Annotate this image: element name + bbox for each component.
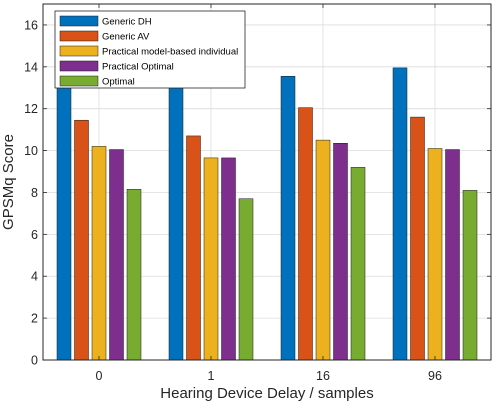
legend-swatch	[59, 15, 99, 27]
y-tick-label: 6	[31, 228, 38, 242]
y-tick-label: 14	[24, 60, 38, 74]
bar	[168, 68, 184, 361]
legend-swatch	[59, 60, 99, 72]
x-tick-label: 0	[96, 369, 103, 383]
bar	[427, 148, 443, 361]
x-tick-label: 16	[316, 369, 330, 383]
legend-swatch	[59, 30, 99, 42]
x-axis-label: Hearing Device Delay / samples	[160, 385, 373, 402]
y-tick-label: 10	[24, 144, 38, 158]
y-tick-label: 8	[31, 186, 38, 200]
legend-label: Practical model-based individual	[102, 47, 238, 58]
y-axis-ticks: 0 2 4 6 8 10 12 14 16	[24, 18, 491, 368]
bar	[280, 75, 296, 361]
x-tick-label: 96	[428, 369, 442, 383]
x-tick-label: 1	[208, 369, 215, 383]
bar	[333, 143, 348, 361]
plot-frame	[42, 3, 492, 361]
y-tick-label: 0	[31, 354, 38, 368]
legend-label: Practical Optimal	[102, 62, 174, 73]
bar	[221, 157, 236, 361]
legend-swatch	[59, 75, 99, 87]
bar	[126, 189, 142, 361]
bar	[298, 107, 313, 361]
legend-swatch	[59, 45, 99, 57]
bar	[109, 149, 124, 361]
bar	[74, 119, 89, 361]
y-axis-label: GPSMq Score	[0, 134, 17, 230]
bar	[410, 116, 425, 361]
legend-label: Generic AV	[102, 32, 150, 43]
bar	[392, 67, 408, 361]
bar	[56, 66, 72, 361]
y-tick-label: 2	[31, 312, 38, 326]
bar	[350, 167, 366, 361]
bar	[315, 139, 331, 361]
bar	[445, 149, 460, 361]
legend: Generic DH Generic AV Practical model-base…	[54, 10, 246, 89]
x-axis-ticks: 0 1 16 96	[96, 4, 442, 383]
y-tick-label: 12	[24, 102, 38, 116]
bar	[186, 135, 201, 361]
y-tick-label: 4	[31, 270, 38, 284]
bar	[203, 157, 219, 361]
bars	[56, 66, 478, 361]
legend-label: Optimal	[102, 77, 135, 88]
bar	[238, 198, 254, 361]
bar	[462, 190, 478, 361]
legend-label: Generic DH	[102, 17, 152, 28]
y-tick-label: 16	[24, 18, 38, 32]
bar	[91, 146, 107, 361]
